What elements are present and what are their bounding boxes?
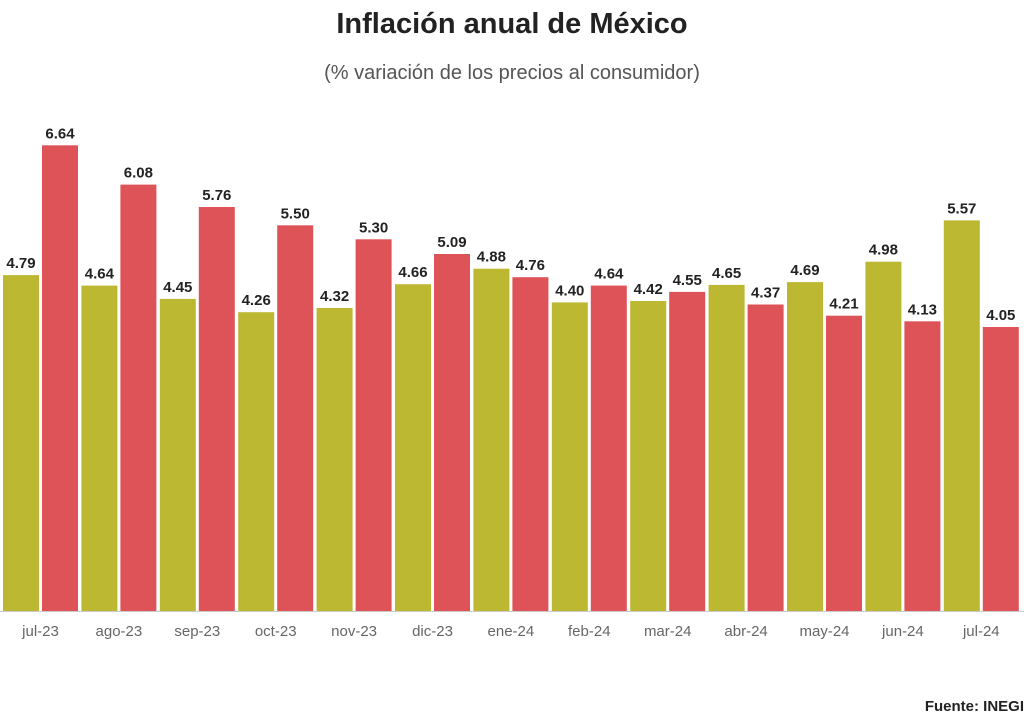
- bar-jun-24-s2: [904, 321, 941, 611]
- bar-may-24-s1: [787, 282, 823, 611]
- value-label-sep-23-s2: 5.76: [202, 187, 231, 204]
- x-tick-label-dic-23: dic-23: [412, 623, 453, 640]
- x-tick-label-mar-24: mar-24: [644, 623, 692, 640]
- bar-sep-23-s1: [159, 298, 196, 611]
- bar-jul-23-s1: [3, 275, 39, 611]
- value-label-feb-24-s1: 4.40: [555, 282, 584, 299]
- value-label-mar-24-s1: 4.42: [634, 281, 663, 298]
- chart-subtitle: (% variación de los precios al consumido…: [324, 62, 700, 84]
- value-label-may-24-s1: 4.69: [790, 262, 819, 279]
- bar-mar-24-s2: [669, 291, 706, 611]
- bar-may-24-s2: [826, 315, 862, 611]
- value-label-jul-24-s1: 5.57: [947, 200, 976, 217]
- value-label-ago-23-s1: 4.64: [85, 266, 115, 283]
- bar-jun-24-s1: [865, 261, 902, 611]
- value-label-jun-24-s2: 4.13: [908, 301, 937, 318]
- bar-ago-23-s2: [120, 184, 157, 611]
- bar-ago-23-s1: [81, 285, 118, 611]
- value-label-dic-23-s2: 5.09: [437, 234, 466, 251]
- value-label-mar-24-s2: 4.55: [673, 272, 702, 289]
- value-label-abr-24-s2: 4.37: [751, 285, 780, 302]
- bar-jul-24-s1: [943, 220, 980, 611]
- x-tick-label-feb-24: feb-24: [568, 623, 611, 640]
- x-tick-label-ago-23: ago-23: [96, 623, 143, 640]
- value-label-dic-23-s1: 4.66: [398, 264, 427, 281]
- value-label-sep-23-s1: 4.45: [163, 279, 192, 296]
- x-tick-label-ene-24: ene-24: [488, 623, 535, 640]
- x-tick-label-abr-24: abr-24: [724, 623, 767, 640]
- bar-oct-23-s2: [277, 225, 314, 612]
- x-tick-label-sep-23: sep-23: [174, 623, 220, 640]
- value-label-jul-23-s2: 6.64: [45, 125, 75, 142]
- bar-feb-24-s2: [590, 285, 627, 611]
- chart-title: Inflación anual de México: [336, 8, 688, 40]
- bar-mar-24-s1: [630, 301, 667, 611]
- bar-jul-23-s2: [42, 145, 78, 612]
- bar-dic-23-s1: [395, 284, 431, 611]
- bar-nov-23-s1: [316, 308, 353, 611]
- value-label-jul-24-s2: 4.05: [986, 307, 1015, 324]
- bar-jul-24-s2: [982, 327, 1019, 611]
- value-label-nov-23-s1: 4.32: [320, 288, 349, 305]
- source-note: Fuente: INEGI: [924, 698, 1024, 715]
- value-label-may-24-s2: 4.21: [829, 296, 858, 313]
- bar-oct-23-s1: [238, 312, 275, 611]
- value-label-oct-23-s1: 4.26: [242, 292, 271, 309]
- value-label-jun-24-s1: 4.98: [869, 242, 898, 259]
- value-label-oct-23-s2: 5.50: [281, 205, 310, 222]
- x-tick-label-jun-24: jun-24: [881, 623, 924, 640]
- bar-abr-24-s2: [747, 304, 784, 611]
- bar-nov-23-s2: [355, 239, 392, 612]
- x-tick-label-jul-24: jul-24: [962, 623, 1000, 640]
- x-tick-label-jul-23: jul-23: [21, 623, 59, 640]
- x-tick-label-oct-23: oct-23: [255, 623, 297, 640]
- x-tick-label-nov-23: nov-23: [331, 623, 377, 640]
- value-label-abr-24-s1: 4.65: [712, 265, 741, 282]
- bar-feb-24-s1: [551, 302, 588, 611]
- bar-abr-24-s1: [708, 284, 745, 611]
- bar-ene-24-s2: [512, 277, 549, 611]
- value-label-nov-23-s2: 5.30: [359, 219, 388, 236]
- bar-sep-23-s2: [198, 207, 235, 611]
- bar-dic-23-s2: [434, 254, 470, 611]
- value-label-ene-24-s1: 4.88: [477, 249, 506, 266]
- value-label-ene-24-s2: 4.76: [516, 257, 545, 274]
- x-tick-label-may-24: may-24: [799, 623, 849, 640]
- value-label-ago-23-s2: 6.08: [124, 165, 153, 182]
- value-label-feb-24-s2: 4.64: [594, 266, 624, 283]
- bar-ene-24-s1: [473, 268, 510, 611]
- value-label-jul-23-s1: 4.79: [6, 255, 35, 272]
